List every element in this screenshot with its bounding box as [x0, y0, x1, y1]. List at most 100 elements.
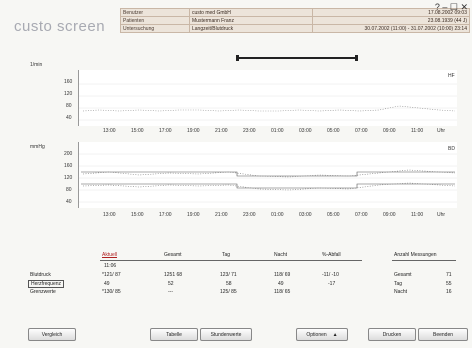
- stats-header-line: [100, 260, 362, 261]
- col-header-nacht: Nacht: [274, 252, 288, 258]
- upper-unit-label: 1/min: [30, 62, 43, 68]
- systolic-limit-line: [81, 171, 455, 177]
- x-tick: 09:00: [383, 128, 396, 134]
- upper-right-label: HF: [448, 73, 455, 79]
- optionen-button[interactable]: Optionen ▲: [296, 328, 348, 341]
- blood-pressure-chart: [79, 153, 457, 203]
- cell-value: -11/ -10: [322, 272, 339, 278]
- row-label-blutdruck[interactable]: Blutdruck: [30, 272, 51, 278]
- col-header-aktuell: Aktuell: [102, 252, 118, 258]
- col-header-gesamt: Gesamt: [164, 252, 182, 258]
- window-controls-icon[interactable]: ? ‒ ☐ ✕: [434, 2, 468, 12]
- lower-unit-label: mmHg: [30, 144, 45, 150]
- x-tick: 03:00: [299, 212, 312, 218]
- cell-value: 125/ 85: [220, 289, 237, 295]
- slider-handle-right[interactable]: [355, 55, 358, 61]
- cell-value: 118/ 65: [274, 289, 291, 295]
- x-tick: 05:00: [327, 128, 340, 134]
- x-tick: 05:00: [327, 212, 340, 218]
- lower-y-tick: 160: [64, 163, 73, 169]
- lower-y-tick: 40: [66, 199, 72, 205]
- x-tick: 11:00: [411, 128, 424, 134]
- aktuell-time: 11:06: [104, 263, 117, 269]
- upper-y-tick: 160: [64, 79, 73, 85]
- header-label: Untersuchung: [120, 24, 190, 33]
- cell-value: 1251 68: [164, 272, 183, 278]
- cell-value: 58: [226, 281, 232, 287]
- x-tick: 01:00: [271, 212, 284, 218]
- x-tick: 07:00: [355, 212, 368, 218]
- x-tick: 17:00: [159, 212, 172, 218]
- lower-y-tick: 120: [64, 175, 73, 181]
- header-table: Benutzer custo med GmbH 17.08.2002 09:03…: [120, 8, 470, 33]
- header-row-exam: Untersuchung Langzeit/Blutdruck 30.07.20…: [120, 24, 470, 33]
- upper-y-tick: 40: [66, 115, 72, 121]
- stundenwerte-button[interactable]: Stundenwerte: [200, 328, 252, 341]
- heart-rate-panel[interactable]: [78, 70, 457, 126]
- count-label: Gesamt: [394, 272, 412, 278]
- x-tick: 23:00: [243, 212, 256, 218]
- heart-rate-trace: [82, 105, 456, 112]
- caret-up-icon: ▲: [332, 331, 338, 338]
- drucken-button[interactable]: Drucken: [368, 328, 416, 341]
- cell-value: ---: [168, 289, 173, 295]
- time-range-slider[interactable]: [236, 55, 358, 61]
- cell-value: *121/ 87: [102, 272, 121, 278]
- upper-y-tick: 80: [66, 103, 72, 109]
- header-exam-period: 30.07.2002 (11:00) - 31.07.2002 (10:00) …: [312, 24, 470, 33]
- count-value: 16: [446, 289, 452, 295]
- header-value: custo med GmbH: [189, 8, 313, 17]
- x-tick: 19:00: [187, 128, 200, 134]
- x-tick: 09:00: [383, 212, 396, 218]
- row-label-grenzwerte[interactable]: Grenzwerte: [30, 289, 56, 295]
- beenden-button[interactable]: Beenden: [418, 328, 468, 341]
- cell-value: -17: [328, 281, 336, 287]
- x-tick: 15:00: [131, 212, 144, 218]
- cell-value: *130/ 85: [102, 289, 121, 295]
- header-value: Langzeit/Blutdruck: [189, 24, 313, 33]
- lower-y-tick: 80: [66, 187, 72, 193]
- x-tick: 11:00: [411, 212, 424, 218]
- x-tick: 13:00: [103, 212, 116, 218]
- blood-pressure-panel[interactable]: [78, 142, 457, 208]
- cell-value: 49: [104, 281, 110, 287]
- x-unit: Uhr: [437, 212, 446, 218]
- header-value: Mustermann Franz: [189, 16, 313, 25]
- x-tick: 13:00: [103, 128, 116, 134]
- col-header-tag: Tag: [222, 252, 231, 258]
- header-label: Benutzer: [120, 8, 190, 17]
- x-tick: 17:00: [159, 128, 172, 134]
- cell-value: 52: [168, 281, 174, 287]
- header-label: Patienten: [120, 16, 190, 25]
- heart-rate-chart: [79, 83, 457, 121]
- vergleich-button[interactable]: Vergleich: [28, 328, 76, 341]
- count-label: Tag: [394, 281, 403, 287]
- count-value: 71: [446, 272, 452, 278]
- x-tick: 19:00: [187, 212, 200, 218]
- x-tick: 23:00: [243, 128, 256, 134]
- lower-y-tick: 200: [64, 151, 73, 157]
- cell-value: 123/ 71: [220, 272, 237, 278]
- x-tick: 07:00: [355, 128, 368, 134]
- upper-y-tick: 120: [64, 91, 73, 97]
- counts-title: Anzahl Messungen: [394, 252, 437, 258]
- lower-right-label: BD: [448, 146, 455, 152]
- x-unit: Uhr: [437, 128, 446, 134]
- slider-handle-left[interactable]: [236, 55, 239, 61]
- row-label-herzfrequenz[interactable]: Herzfrequenz: [28, 280, 65, 288]
- header-birthdate: 23.08.1939 (44 J): [312, 16, 470, 25]
- x-tick: 21:00: [215, 212, 228, 218]
- cell-value: 118/ 69: [274, 272, 291, 278]
- app-logo: custo screen: [14, 18, 106, 35]
- col-header-abfall: %-Abfall: [322, 252, 341, 258]
- optionen-label: Optionen: [306, 331, 327, 338]
- x-tick: 03:00: [299, 128, 312, 134]
- header-row-patient: Patienten Mustermann Franz 23.08.1939 (4…: [120, 16, 470, 25]
- tabelle-button[interactable]: Tabelle: [150, 328, 198, 341]
- cell-value: 49: [278, 281, 284, 287]
- x-tick: 21:00: [215, 128, 228, 134]
- count-value: 55: [446, 281, 452, 287]
- header-row-user: Benutzer custo med GmbH 17.08.2002 09:03: [120, 8, 470, 17]
- x-tick: 01:00: [271, 128, 284, 134]
- count-label: Nacht: [394, 289, 408, 295]
